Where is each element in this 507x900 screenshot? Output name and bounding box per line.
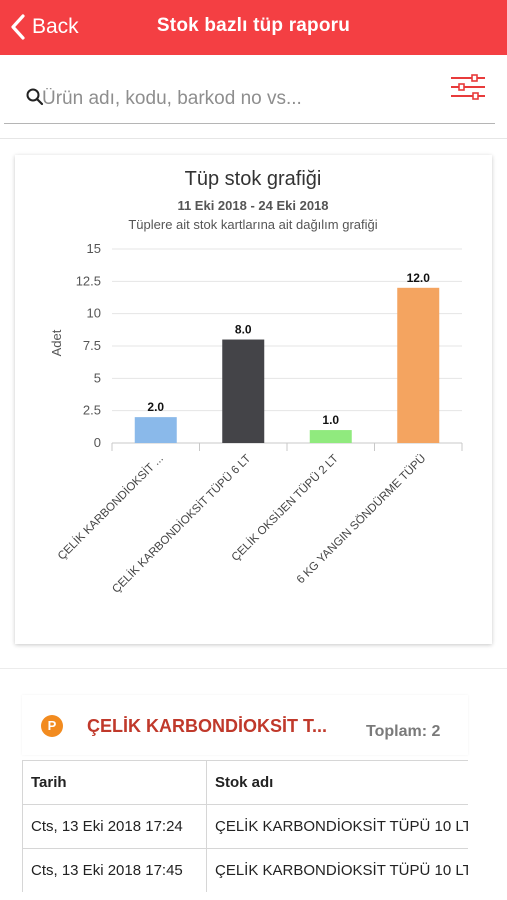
y-axis-label: Adet (49, 329, 64, 356)
y-tick-label: 2.5 (83, 403, 101, 418)
bar[interactable] (309, 430, 352, 443)
back-label: Back (32, 15, 79, 38)
column-header-stock-name: Stok adı (206, 760, 468, 805)
x-tick-label: ÇELİK KARBONDİOKSİT ... (55, 452, 166, 563)
chevron-left-icon (11, 14, 25, 40)
back-button[interactable]: Back (10, 12, 79, 42)
bar[interactable] (222, 339, 265, 443)
data-label: 1.0 (322, 413, 339, 427)
bar[interactable] (134, 417, 177, 443)
data-label: 2.0 (147, 400, 164, 414)
chart-card: Tüp stok grafiği 11 Eki 2018 - 24 Eki 20… (15, 155, 492, 644)
table-row[interactable]: Cts, 13 Eki 2018 17:45 ÇELİK KARBONDİOKS… (22, 848, 468, 892)
bar-chart: Tüp stok grafiği 11 Eki 2018 - 24 Eki 20… (49, 168, 463, 596)
column-header-date: Tarih (22, 760, 207, 805)
cell-stock-name: ÇELİK KARBONDİOKSİT TÜPÜ 10 LT (206, 804, 468, 849)
y-tick-label: 15 (87, 241, 101, 256)
group-title: ÇELİK KARBONDİOKSİT T... (87, 716, 328, 736)
product-badge-icon: P (41, 715, 63, 737)
chart-title: Tüp stok grafiği (185, 168, 322, 190)
chart-subtitle: 11 Eki 2018 - 24 Eki 2018 (177, 198, 328, 213)
page-title: Stok bazlı tüp raporu (156, 15, 351, 36)
bar[interactable] (397, 287, 440, 443)
cell-date: Cts, 13 Eki 2018 17:24 (22, 804, 207, 849)
x-tick-label: ÇELİK KARBONDİOKSİT TÜPÜ 6 LT (110, 452, 254, 596)
y-tick-label: 10 (87, 306, 101, 321)
divider (0, 138, 507, 139)
table-header-row: Tarih Stok adı (22, 760, 468, 805)
data-label: 12.0 (407, 271, 431, 285)
y-tick-label: 5 (94, 370, 101, 385)
y-tick-label: 0 (94, 435, 101, 450)
group-total: Toplam: 2 (366, 723, 441, 740)
search-input[interactable] (42, 86, 422, 112)
cell-stock-name: ÇELİK KARBONDİOKSİT TÜPÜ 10 LT (206, 848, 468, 892)
stock-group-header[interactable]: P ÇELİK KARBONDİOKSİT T... Toplam: 2 (22, 695, 468, 755)
search-icon (26, 88, 44, 106)
search-bar (4, 68, 495, 124)
y-tick-label: 12.5 (76, 273, 101, 288)
cell-date: Cts, 13 Eki 2018 17:45 (22, 848, 207, 892)
sliders-icon (451, 74, 485, 100)
chart-description: Tüplere ait stok kartlarına ait dağılım … (128, 217, 377, 232)
table-row[interactable]: Cts, 13 Eki 2018 17:24 ÇELİK KARBONDİOKS… (22, 804, 468, 849)
divider (0, 668, 507, 669)
navigation-bar: Back Stok bazlı tüp raporu (0, 0, 507, 55)
data-label: 8.0 (235, 323, 252, 337)
y-tick-label: 7.5 (83, 338, 101, 353)
filter-button[interactable] (448, 72, 488, 106)
report-table[interactable]: Tarih Stok adı Cts, 13 Eki 2018 17:24 ÇE… (22, 760, 468, 892)
